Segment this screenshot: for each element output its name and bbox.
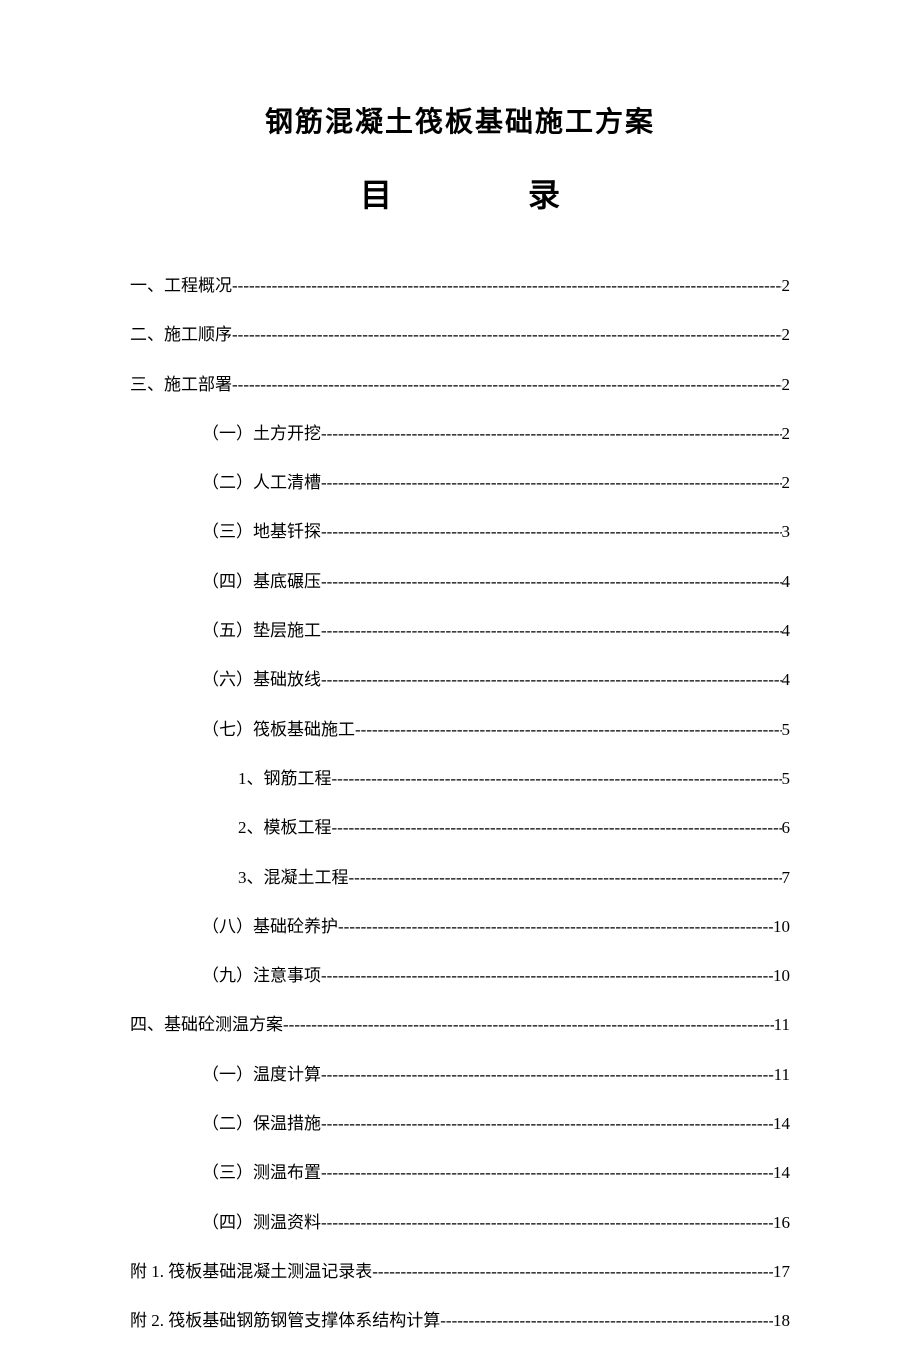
toc-entry: （九）注意事项 --------------------------------… [130,951,790,1000]
toc-entry-leader: ----------------------------------------… [232,310,782,359]
document-subtitle: 目 录 [130,170,790,216]
toc-entry-label: （七）筏板基础施工 [202,705,355,754]
toc-entry: 二、施工顺序----------------------------------… [130,310,790,359]
toc-entry-label: （二）保温措施 [202,1099,321,1148]
toc-entry-page: 2 [782,360,791,409]
toc-entry-label: （五）垫层施工 [202,606,321,655]
toc-entry-leader: ----------------------------------------… [321,1099,773,1148]
document-title: 钢筋混凝土筏板基础施工方案 [130,100,790,140]
toc-entry: （一）温度计算 --------------------------------… [130,1050,790,1099]
toc-entry-label: （六）基础放线 [202,655,321,704]
toc-entry: （一）土方开挖---------------------------------… [130,409,790,458]
toc-entry-page: 3 [782,507,791,556]
toc-entry-leader: ----------------------------------------… [321,409,782,458]
toc-entry-leader: ----------------------------------------… [321,557,782,606]
toc-entry: 2、模板工程----------------------------------… [130,803,790,852]
toc-entry-leader: ----------------------------------------… [321,1050,774,1099]
toc-entry-leader: ----------------------------------------… [321,606,782,655]
toc-entry-page: 4 [782,557,791,606]
toc-entry-leader: ----------------------------------------… [440,1296,773,1345]
toc-entry-page: 2 [782,409,791,458]
toc-entry-leader: ----------------------------------------… [321,1148,773,1197]
toc-entry-page: 11 [774,1000,790,1049]
toc-entry-page: 7 [782,853,791,902]
toc-entry-leader: ----------------------------------------… [283,1000,774,1049]
toc-entry: 1、钢筋工程----------------------------------… [130,754,790,803]
toc-entry-leader: ----------------------------------------… [372,1247,773,1296]
toc-entry: （七）筏板基础施工-------------------------------… [130,705,790,754]
toc-entry-leader: ----------------------------------------… [232,360,782,409]
toc-entry-page: 16 [773,1198,790,1247]
toc-entry-page: 17 [773,1247,790,1296]
toc-entry-label: （四）测温资料 [202,1198,321,1247]
toc-entry: （四）测温资料 --------------------------------… [130,1198,790,1247]
toc-entry-label: 附 2. 筏板基础钢筋钢管支撑体系结构计算 [130,1296,440,1345]
toc-entry-leader: ----------------------------------------… [321,458,782,507]
toc-entry-page: 5 [782,705,791,754]
toc-entry-label: 四、基础砼测温方案 [130,1000,283,1049]
toc-entry-label: （三）地基钎探 [202,507,321,556]
toc-entry: （二）人工清槽---------------------------------… [130,458,790,507]
toc-entry-leader: ----------------------------------------… [321,507,782,556]
subtitle-char-1: 目 [360,170,392,216]
toc-entry-label: （一）土方开挖 [202,409,321,458]
toc-entry-page: 2 [782,310,791,359]
toc-entry-label: （九）注意事项 [202,951,321,1000]
toc-entry-leader: ----------------------------------------… [321,1198,773,1247]
toc-entry: （四）基底碾压---------------------------------… [130,557,790,606]
toc-entry-page: 2 [782,261,791,310]
toc-entry-leader: ----------------------------------------… [349,853,782,902]
toc-entry: （三）地基钎探---------------------------------… [130,507,790,556]
toc-entry: （八）基础砼养护 -------------------------------… [130,902,790,951]
toc-entry-page: 14 [773,1099,790,1148]
toc-entry-page: 6 [782,803,791,852]
toc-entry: 三、施工部署----------------------------------… [130,360,790,409]
toc-entry-label: （一）温度计算 [202,1050,321,1099]
toc-entry: 附 1. 筏板基础混凝土测温记录表-----------------------… [130,1247,790,1296]
toc-entry-page: 11 [774,1050,790,1099]
toc-entry-label: 附 1. 筏板基础混凝土测温记录表 [130,1247,372,1296]
toc-entry: 3、混凝土工程---------------------------------… [130,853,790,902]
toc-entry-page: 5 [782,754,791,803]
toc-entry: 一、工程概况----------------------------------… [130,261,790,310]
toc-entry-page: 4 [782,606,791,655]
toc-entry-label: 3、混凝土工程 [238,853,349,902]
toc-entry-leader: ----------------------------------------… [355,705,782,754]
toc-entry-leader: ----------------------------------------… [321,655,782,704]
toc-entry-label: （四）基底碾压 [202,557,321,606]
toc-entry-leader: ----------------------------------------… [321,951,773,1000]
toc-entry-page: 10 [773,951,790,1000]
toc-entry: 四、基础砼测温方案-------------------------------… [130,1000,790,1049]
toc-entry-label: 2、模板工程 [238,803,332,852]
toc-entry-label: 1、钢筋工程 [238,754,332,803]
toc-entry-label: 一、工程概况 [130,261,232,310]
toc-entry-leader: ----------------------------------------… [232,261,782,310]
toc-entry: （六）基础放线---------------------------------… [130,655,790,704]
toc-entry-page: 10 [773,902,790,951]
toc-entry: （三）测温布置 --------------------------------… [130,1148,790,1197]
toc-entry: 附 2. 筏板基础钢筋钢管支撑体系结构计算-------------------… [130,1296,790,1345]
toc-entry-page: 2 [782,458,791,507]
toc-entry-page: 14 [773,1148,790,1197]
toc-entry-label: （八）基础砼养护 [202,902,338,951]
toc-entry-leader: ----------------------------------------… [332,754,782,803]
toc-entry-label: （二）人工清槽 [202,458,321,507]
toc-entry-page: 4 [782,655,791,704]
toc-entry-page: 18 [773,1296,790,1345]
toc-entry-leader: ----------------------------------------… [338,902,773,951]
toc-entry-leader: ----------------------------------------… [332,803,782,852]
toc-entry-label: （三）测温布置 [202,1148,321,1197]
table-of-contents: 一、工程概况----------------------------------… [130,261,790,1346]
subtitle-char-2: 录 [528,170,560,216]
toc-entry-label: 三、施工部署 [130,360,232,409]
toc-entry-label: 二、施工顺序 [130,310,232,359]
toc-entry: （五）垫层施工---------------------------------… [130,606,790,655]
toc-entry: （二）保温措施 --------------------------------… [130,1099,790,1148]
